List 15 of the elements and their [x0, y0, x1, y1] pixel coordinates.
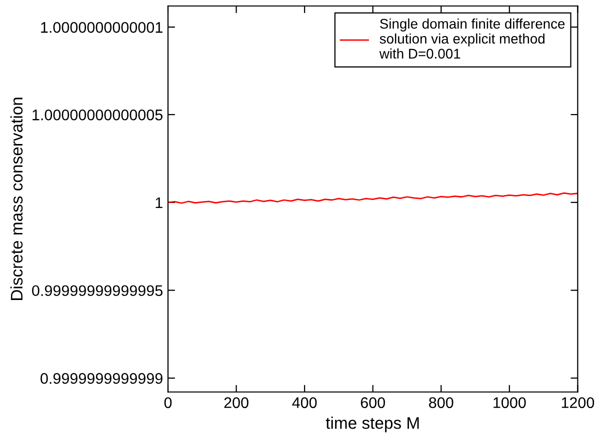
y-tick-label: 1: [156, 198, 162, 208]
x-tick-label: 1200: [562, 397, 594, 408]
x-tick-label: 1000: [494, 397, 526, 408]
legend-label: Single domain finite difference solution via explicit method with D=0.001: [379, 18, 565, 59]
x-tick-label: 200: [224, 397, 248, 408]
y-axis-title: Discrete mass conservation: [10, 98, 23, 300]
y-tick-label: 1.0000000000001: [41, 22, 162, 33]
x-tick-label: 0: [164, 397, 172, 408]
y-tick-label: 1.00000000000005: [32, 110, 163, 120]
y-tick-label: 0.99999999999995: [32, 285, 163, 296]
y-tick-label: 0.9999999999999: [40, 373, 162, 384]
x-tick-label: 400: [292, 397, 317, 408]
x-axis-title: time steps M: [326, 416, 419, 432]
x-tick-label: 800: [429, 397, 454, 408]
x-tick-label: 600: [360, 397, 385, 408]
